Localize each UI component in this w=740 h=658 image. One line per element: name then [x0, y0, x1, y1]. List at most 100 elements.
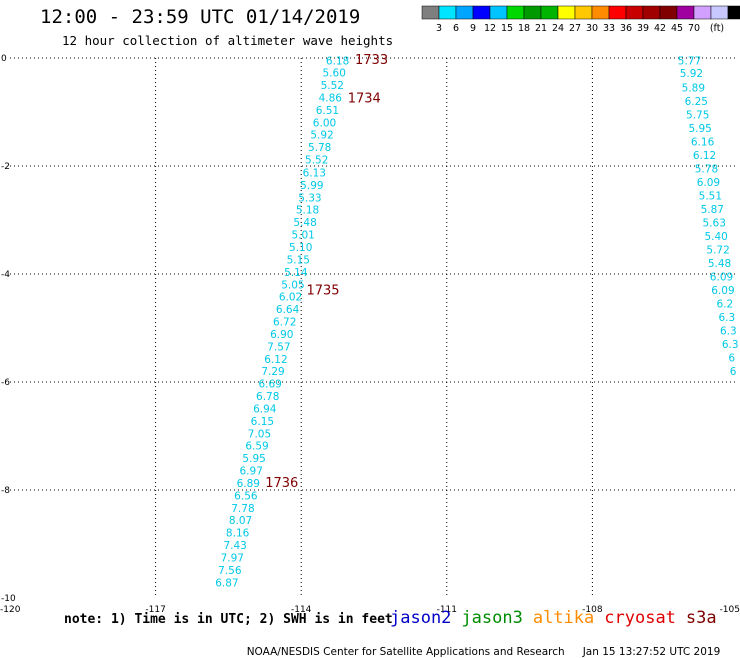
swh-value: 6.51: [316, 105, 339, 117]
colorbar-label: 30: [586, 23, 598, 34]
colorbar-label: 36: [620, 23, 632, 34]
longitude-tick-label: -111: [437, 605, 457, 615]
swh-value: 6.00: [313, 117, 336, 129]
page-title: 12:00 - 23:59 UTC 01/14/2019: [40, 6, 361, 28]
swh-value: 6.09: [697, 177, 720, 189]
swh-value: 6.09: [710, 272, 733, 284]
swh-value: 5.92: [680, 68, 703, 80]
colorbar-label: 12: [484, 23, 496, 34]
colorbar-swatch: [438, 5, 457, 20]
swh-value: 6.59: [245, 441, 268, 453]
axis-tick-labels: -120 -117 -114 -111 -108 -105 0 -2 -4 -6 -8 -10: [0, 54, 740, 615]
swh-value: 8.16: [226, 528, 250, 540]
swh-value: 6.16: [691, 137, 715, 149]
colorbar-swatch: [421, 5, 440, 20]
colorbar-swatch: [455, 5, 474, 20]
colorbar-label: 18: [518, 23, 530, 34]
swh-value: 5.77: [678, 56, 701, 68]
swh-value: 7.78: [231, 503, 254, 515]
swh-value: 6.56: [234, 490, 258, 502]
footer-credit: NOAA/NESDIS Center for Satellite Applica…: [240, 634, 721, 658]
altimeter-track-west: 6.185.605.524.866.516.005.925.785.526.13…: [215, 56, 349, 590]
colorbar-label: 15: [501, 23, 513, 34]
swh-value: 5.75: [686, 110, 709, 122]
colorbar-label: 9: [470, 23, 476, 34]
satellite-jason3: jason3: [461, 608, 523, 628]
swh-value: 7.57: [267, 341, 290, 353]
colorbar-swatch: [608, 5, 627, 20]
colorbar-swatch: [676, 5, 695, 20]
swh-value: 5.60: [323, 68, 346, 80]
longitude-tick-label: -105: [720, 605, 740, 615]
swh-value: 5.78: [695, 164, 718, 176]
swh-value: 5.87: [701, 204, 724, 216]
longitude-tick-label: -117: [145, 605, 165, 615]
satellite-altika: altika: [532, 608, 595, 628]
swh-value: 6.64: [276, 304, 300, 316]
altimeter-track-east: 5.775.925.896.255.755.956.166.125.786.09…: [678, 56, 739, 379]
colorbar-swatch: [506, 5, 525, 20]
colorbar-label: 21: [535, 23, 547, 34]
colorbar-swatch: [727, 5, 740, 20]
swh-value: 6: [728, 353, 735, 365]
time-markers: 1733 1734 1735 1736: [265, 53, 388, 491]
swh-value: 5.52: [305, 155, 328, 167]
swh-value: 5.63: [703, 218, 726, 230]
swh-value: 8.07: [229, 515, 252, 527]
generation-timestamp: Jan 15 13:27:52 UTC 2019: [582, 646, 721, 658]
swh-value: 5.18: [296, 205, 319, 217]
colorbar-label: 70: [688, 23, 700, 34]
swh-value: 5.92: [310, 130, 333, 142]
longitude-tick-label: -108: [582, 605, 603, 615]
swh-value: 6.90: [270, 329, 293, 341]
satellite-legend: jason2 jason3 altika cryosat s3a: [390, 608, 727, 628]
time-marker: 1734: [348, 91, 381, 106]
swh-value: 5.78: [308, 142, 331, 154]
colorbar-swatch: [710, 5, 729, 20]
swh-value: 6.78: [256, 391, 279, 403]
latitude-tick-label: -10: [1, 594, 16, 604]
colorbar-label: 6: [453, 23, 459, 34]
swh-value: 5.33: [298, 192, 321, 204]
swh-value: 6.12: [264, 354, 287, 366]
longitude-tick-label: -120: [0, 605, 21, 615]
colorbar-swatch: [540, 5, 559, 20]
colorbar-swatch: [642, 5, 661, 20]
colorbar-label: (ft): [710, 23, 724, 34]
swh-value: 5.95: [688, 123, 711, 135]
latitude-tick-label: 0: [1, 54, 7, 64]
swh-value: 5.05: [281, 279, 304, 291]
swh-value: 7.43: [223, 540, 246, 552]
colorbar-label: 45: [671, 23, 683, 34]
page-subtitle: 12 hour collection of altimeter wave hei…: [62, 33, 394, 48]
longitude-tick-label: -114: [291, 605, 312, 615]
colorbar-swatch: [693, 5, 712, 20]
swh-value: 6.13: [303, 167, 326, 179]
colorbar-swatch: [591, 5, 610, 20]
credit-text: NOAA/NESDIS Center for Satellite Applica…: [246, 646, 565, 658]
satellite-jason2: jason2: [390, 608, 452, 628]
colorbar-label: 27: [569, 23, 581, 34]
colorbar-label: 42: [654, 23, 666, 34]
colorbar-swatch: [523, 5, 542, 20]
latitude-tick-label: -6: [1, 378, 10, 388]
swh-value: 5.52: [321, 80, 344, 92]
swh-value: 5.72: [706, 245, 729, 257]
swh-value: 5.01: [291, 230, 314, 242]
swh-value: 5.48: [708, 258, 731, 270]
latitude-tick-label: -4: [1, 270, 10, 280]
latitude-tick-label: -8: [1, 486, 10, 496]
colorbar-label: 3: [436, 23, 442, 34]
swh-value: 5.89: [682, 83, 705, 95]
swh-value: 7.29: [261, 366, 284, 378]
swh-value: 6.89: [237, 478, 260, 490]
swh-value: 6.3: [720, 326, 737, 338]
swh-value: 6.02: [279, 292, 302, 304]
swh-value: 7.05: [248, 428, 271, 440]
swh-value: 6.3: [722, 339, 739, 351]
swh-value: 6.87: [215, 577, 238, 589]
swh-value: 6.72: [273, 317, 296, 329]
swh-value: 6.09: [711, 285, 734, 297]
colorbar-label: 24: [552, 23, 564, 34]
